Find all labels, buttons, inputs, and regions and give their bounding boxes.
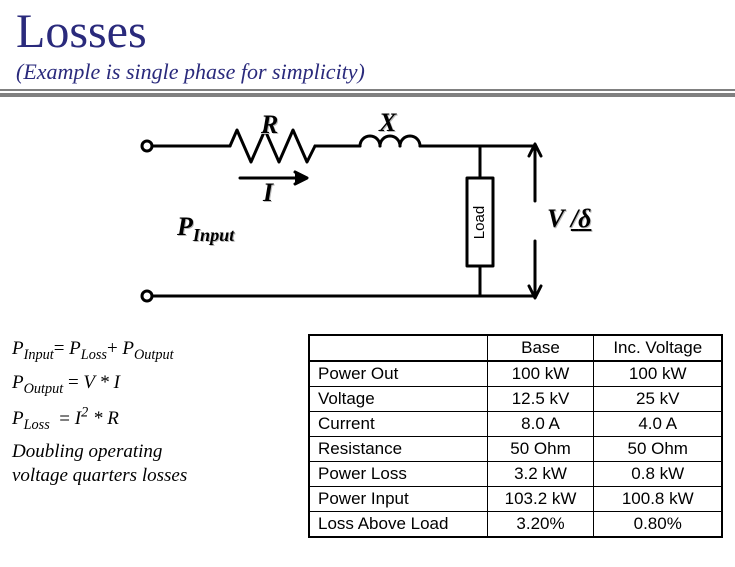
col-header: Inc. Voltage bbox=[594, 335, 722, 361]
note-text: Doubling operating voltage quarters loss… bbox=[12, 440, 300, 488]
label-V-delta: V /δ bbox=[547, 204, 591, 234]
cell-value: 4.0 A bbox=[594, 412, 722, 437]
eq-pinput: PInput= PLoss+ POutput bbox=[12, 334, 300, 366]
col-header bbox=[309, 335, 487, 361]
row-label: Resistance bbox=[309, 437, 487, 462]
cell-value: 3.20% bbox=[487, 512, 594, 538]
row-label: Power Out bbox=[309, 361, 487, 387]
cell-value: 100 kW bbox=[594, 361, 722, 387]
cell-value: 103.2 kW bbox=[487, 487, 594, 512]
row-label: Voltage bbox=[309, 387, 487, 412]
cell-value: 0.80% bbox=[594, 512, 722, 538]
table-row: Current8.0 A4.0 A bbox=[309, 412, 722, 437]
row-label: Power Input bbox=[309, 487, 487, 512]
eq-ploss: PLoss = I2 * R bbox=[12, 402, 300, 436]
table-row: Power Out100 kW100 kW bbox=[309, 361, 722, 387]
lower-zone: PInput= PLoss+ POutput POutput = V * I P… bbox=[12, 334, 723, 559]
comparison-table: Base Inc. Voltage Power Out100 kW100 kWV… bbox=[308, 334, 723, 538]
divider-thick bbox=[0, 93, 735, 97]
page-title: Losses bbox=[16, 4, 735, 59]
row-label: Power Loss bbox=[309, 462, 487, 487]
label-Pinput: PInput bbox=[177, 212, 234, 246]
cell-value: 3.2 kW bbox=[487, 462, 594, 487]
label-R: R bbox=[261, 110, 278, 140]
label-I: I bbox=[263, 178, 273, 208]
table-row: Voltage12.5 kV25 kV bbox=[309, 387, 722, 412]
label-X: X bbox=[379, 108, 396, 138]
cell-value: 100.8 kW bbox=[594, 487, 722, 512]
cell-value: 0.8 kW bbox=[594, 462, 722, 487]
table-row: Loss Above Load3.20%0.80% bbox=[309, 512, 722, 538]
table-row: Power Loss3.2 kW0.8 kW bbox=[309, 462, 722, 487]
cell-value: 50 Ohm bbox=[487, 437, 594, 462]
label-load: Load bbox=[471, 206, 488, 239]
col-header: Base bbox=[487, 335, 594, 361]
table-header-row: Base Inc. Voltage bbox=[309, 335, 722, 361]
cell-value: 8.0 A bbox=[487, 412, 594, 437]
equations-block: PInput= PLoss+ POutput POutput = V * I P… bbox=[12, 334, 300, 559]
divider-thin bbox=[0, 89, 735, 91]
cell-value: 100 kW bbox=[487, 361, 594, 387]
row-label: Current bbox=[309, 412, 487, 437]
page-subtitle: (Example is single phase for simplicity) bbox=[16, 59, 735, 85]
table-row: Resistance50 Ohm50 Ohm bbox=[309, 437, 722, 462]
cell-value: 25 kV bbox=[594, 387, 722, 412]
comparison-table-wrap: Base Inc. Voltage Power Out100 kW100 kWV… bbox=[308, 334, 723, 559]
cell-value: 12.5 kV bbox=[487, 387, 594, 412]
eq-poutput: POutput = V * I bbox=[12, 368, 300, 400]
cell-value: 50 Ohm bbox=[594, 437, 722, 462]
row-label: Loss Above Load bbox=[309, 512, 487, 538]
circuit-diagram: R X I PInput Load V /δ bbox=[135, 116, 605, 328]
table-row: Power Input103.2 kW100.8 kW bbox=[309, 487, 722, 512]
